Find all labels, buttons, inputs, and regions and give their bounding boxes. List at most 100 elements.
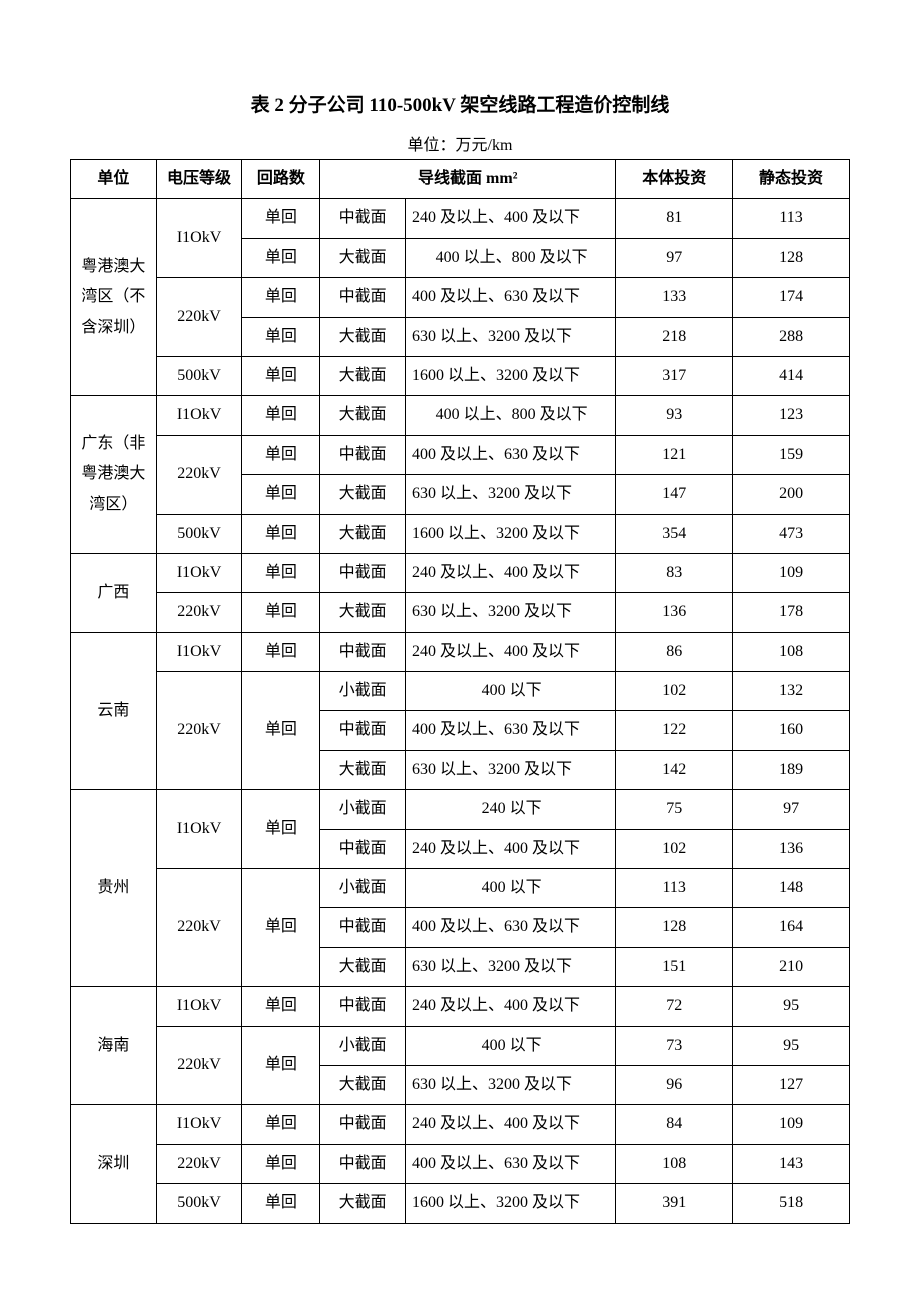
table-body: 粤港澳大湾区（不含深圳）I1OkV单回中截面240 及以上、400 及以下811…: [71, 199, 850, 1223]
body-invest-cell: 81: [616, 199, 733, 238]
col-header-voltage: 电压等级: [156, 160, 242, 199]
cross-section-desc-cell: 240 及以上、400 及以下: [405, 987, 615, 1026]
static-invest-cell: 132: [733, 672, 850, 711]
voltage-cell: 220kV: [156, 672, 242, 790]
static-invest-cell: 414: [733, 356, 850, 395]
static-invest-cell: 97: [733, 790, 850, 829]
body-invest-cell: 102: [616, 829, 733, 868]
cross-section-desc-cell: 1600 以上、3200 及以下: [405, 1184, 615, 1223]
body-invest-cell: 133: [616, 278, 733, 317]
body-invest-cell: 73: [616, 1026, 733, 1065]
voltage-cell: 220kV: [156, 1026, 242, 1105]
cross-section-desc-cell: 630 以上、3200 及以下: [405, 1065, 615, 1104]
circuit-cell: 单回: [242, 356, 320, 395]
voltage-cell: 220kV: [156, 1144, 242, 1183]
table-row: 500kV单回大截面1600 以上、3200 及以下391518: [71, 1184, 850, 1223]
col-header-cross-section: 导线截面 mm²: [320, 160, 616, 199]
cross-section-type-cell: 大截面: [320, 396, 406, 435]
cross-section-type-cell: 大截面: [320, 475, 406, 514]
cross-section-desc-cell: 400 及以上、630 及以下: [405, 435, 615, 474]
body-invest-cell: 75: [616, 790, 733, 829]
body-invest-cell: 84: [616, 1105, 733, 1144]
cross-section-desc-cell: 240 及以上、400 及以下: [405, 1105, 615, 1144]
table-row: 广东（非粤港澳大湾区）I1OkV单回大截面400 以上、800 及以下93123: [71, 396, 850, 435]
cross-section-type-cell: 中截面: [320, 829, 406, 868]
cross-section-type-cell: 大截面: [320, 238, 406, 277]
static-invest-cell: 95: [733, 987, 850, 1026]
static-invest-cell: 178: [733, 593, 850, 632]
cross-section-desc-cell: 400 以上、800 及以下: [405, 396, 615, 435]
circuit-cell: 单回: [242, 553, 320, 592]
voltage-cell: 500kV: [156, 356, 242, 395]
static-invest-cell: 143: [733, 1144, 850, 1183]
voltage-cell: I1OkV: [156, 790, 242, 869]
table-row: 220kV单回小截面400 以下7395: [71, 1026, 850, 1065]
circuit-cell: 单回: [242, 987, 320, 1026]
body-invest-cell: 122: [616, 711, 733, 750]
cross-section-desc-cell: 630 以上、3200 及以下: [405, 317, 615, 356]
table-row: 500kV单回大截面1600 以上、3200 及以下354473: [71, 514, 850, 553]
cross-section-desc-cell: 400 以下: [405, 869, 615, 908]
cross-section-type-cell: 大截面: [320, 356, 406, 395]
circuit-cell: 单回: [242, 238, 320, 277]
table-row: 粤港澳大湾区（不含深圳）I1OkV单回中截面240 及以上、400 及以下811…: [71, 199, 850, 238]
circuit-cell: 单回: [242, 199, 320, 238]
voltage-cell: 220kV: [156, 593, 242, 632]
cross-section-type-cell: 大截面: [320, 593, 406, 632]
region-cell: 贵州: [71, 790, 157, 987]
cross-section-type-cell: 中截面: [320, 1105, 406, 1144]
cross-section-desc-cell: 240 及以上、400 及以下: [405, 553, 615, 592]
table-row: 220kV单回中截面400 及以上、630 及以下108143: [71, 1144, 850, 1183]
cross-section-type-cell: 中截面: [320, 199, 406, 238]
cross-section-type-cell: 小截面: [320, 1026, 406, 1065]
body-invest-cell: 142: [616, 750, 733, 789]
static-invest-cell: 123: [733, 396, 850, 435]
cross-section-type-cell: 小截面: [320, 869, 406, 908]
cross-section-desc-cell: 630 以上、3200 及以下: [405, 475, 615, 514]
body-invest-cell: 72: [616, 987, 733, 1026]
static-invest-cell: 164: [733, 908, 850, 947]
table-row: 220kV单回中截面400 及以上、630 及以下121159: [71, 435, 850, 474]
table-title: 表 2 分子公司 110-500kV 架空线路工程造价控制线: [70, 90, 850, 117]
body-invest-cell: 108: [616, 1144, 733, 1183]
cross-section-desc-cell: 240 及以上、400 及以下: [405, 829, 615, 868]
circuit-cell: 单回: [242, 632, 320, 671]
voltage-cell: 220kV: [156, 869, 242, 987]
cross-section-type-cell: 大截面: [320, 947, 406, 986]
cross-section-desc-cell: 630 以上、3200 及以下: [405, 947, 615, 986]
col-header-invest2: 静态投资: [733, 160, 850, 199]
cost-control-table: 单位 电压等级 回路数 导线截面 mm² 本体投资 静态投资 粤港澳大湾区（不含…: [70, 159, 850, 1224]
circuit-cell: 单回: [242, 1105, 320, 1144]
body-invest-cell: 102: [616, 672, 733, 711]
col-header-unit: 单位: [71, 160, 157, 199]
col-header-circuit: 回路数: [242, 160, 320, 199]
static-invest-cell: 288: [733, 317, 850, 356]
voltage-cell: I1OkV: [156, 553, 242, 592]
body-invest-cell: 86: [616, 632, 733, 671]
static-invest-cell: 127: [733, 1065, 850, 1104]
cross-section-desc-cell: 630 以上、3200 及以下: [405, 750, 615, 789]
body-invest-cell: 151: [616, 947, 733, 986]
voltage-cell: I1OkV: [156, 987, 242, 1026]
static-invest-cell: 136: [733, 829, 850, 868]
body-invest-cell: 218: [616, 317, 733, 356]
body-invest-cell: 97: [616, 238, 733, 277]
region-cell: 海南: [71, 987, 157, 1105]
col-header-invest1: 本体投资: [616, 160, 733, 199]
cross-section-type-cell: 小截面: [320, 790, 406, 829]
table-row: 海南I1OkV单回中截面240 及以上、400 及以下7295: [71, 987, 850, 1026]
static-invest-cell: 113: [733, 199, 850, 238]
voltage-cell: I1OkV: [156, 199, 242, 278]
cross-section-type-cell: 中截面: [320, 1144, 406, 1183]
voltage-cell: 500kV: [156, 1184, 242, 1223]
body-invest-cell: 354: [616, 514, 733, 553]
table-row: 220kV单回小截面400 以下113148: [71, 869, 850, 908]
table-row: 220kV单回大截面630 以上、3200 及以下136178: [71, 593, 850, 632]
cross-section-type-cell: 中截面: [320, 435, 406, 474]
table-row: 500kV单回大截面1600 以上、3200 及以下317414: [71, 356, 850, 395]
region-cell: 云南: [71, 632, 157, 790]
cross-section-type-cell: 中截面: [320, 908, 406, 947]
region-cell: 广东（非粤港澳大湾区）: [71, 396, 157, 554]
cross-section-desc-cell: 400 及以上、630 及以下: [405, 278, 615, 317]
static-invest-cell: 189: [733, 750, 850, 789]
